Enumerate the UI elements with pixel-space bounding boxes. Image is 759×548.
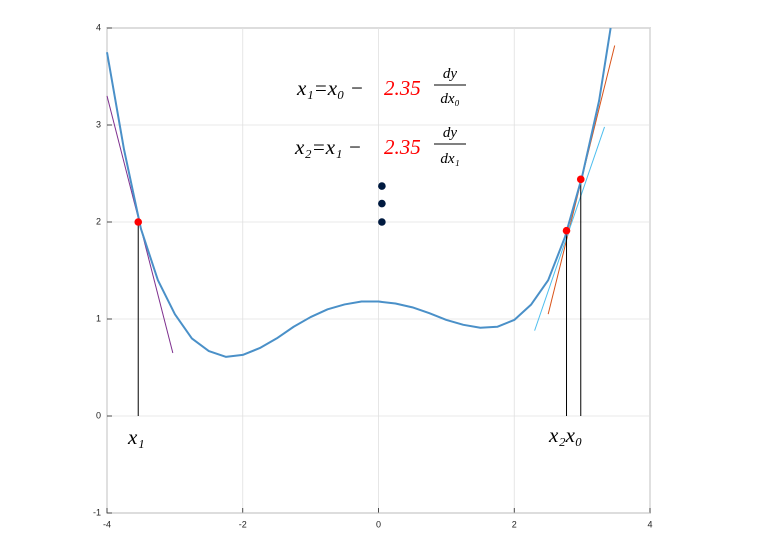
grid: -4 -2 0 2 4 -1 0 1 2 3 4 [93,22,653,529]
y-tick-label: -1 [93,507,101,517]
point [378,182,386,190]
point [576,175,585,184]
equation-numerator: dy [443,66,458,82]
equation-denominator: dx₀ [440,91,459,107]
y-tick-label: 3 [96,119,101,129]
equation-left: x₂=x₁ − [294,135,362,159]
y-tick-label: 2 [96,216,101,226]
point [562,226,571,235]
x-tick-label: -2 [239,519,247,529]
point [134,218,143,226]
equation-denominator: dx₁ [440,151,459,167]
x-tick-label: 2 [512,519,517,529]
point [378,199,386,208]
equation-left: x₁=x₀ − [296,76,364,100]
x-tick-label: 0 [376,519,381,529]
y-tick-label: 0 [96,410,101,420]
x-tick-label: 4 [647,519,652,529]
equation-numerator: dy [443,125,458,141]
point-label: x₁ [127,425,145,449]
equation-factor: 2.35 [384,76,421,100]
marks [106,27,616,416]
x-tick-label: -4 [103,519,111,529]
point [378,218,386,226]
y-tick-label: 4 [96,22,101,32]
equation-factor: 2.35 [384,135,421,159]
point-label: x₂x₀ [548,423,582,447]
line [106,27,612,358]
y-tick-label: 1 [96,313,101,323]
